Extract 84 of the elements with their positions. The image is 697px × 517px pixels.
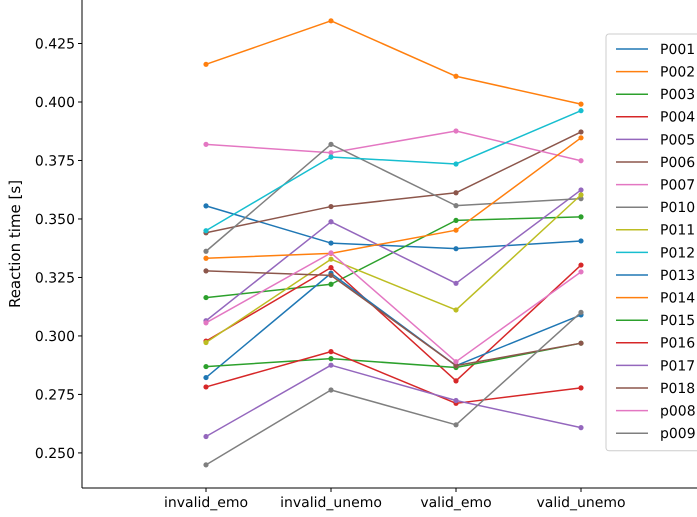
point	[578, 129, 584, 135]
legend-label: P012	[660, 245, 696, 262]
point	[453, 307, 459, 313]
point	[328, 240, 334, 246]
point	[453, 190, 459, 196]
point	[453, 228, 459, 233]
legend-label: P018	[660, 380, 696, 397]
point	[453, 422, 459, 428]
point	[578, 269, 584, 274]
point	[578, 102, 584, 107]
y-tick-label: 0.325	[34, 270, 75, 286]
y-tick-label: 0.275	[34, 387, 75, 404]
y-tick-label: 0.350	[34, 212, 75, 228]
legend-label: P005	[660, 132, 696, 148]
legend-label: P010	[660, 200, 696, 216]
point	[203, 434, 209, 440]
point	[578, 192, 584, 198]
point	[578, 310, 584, 315]
point	[453, 203, 459, 208]
point	[453, 128, 459, 134]
legend-label: P015	[660, 313, 696, 330]
point	[328, 387, 334, 393]
y-tick-label: 0.425	[34, 36, 75, 52]
point	[203, 142, 209, 147]
point	[453, 161, 459, 167]
point	[328, 204, 334, 210]
point	[203, 268, 209, 274]
point	[328, 219, 334, 224]
point	[203, 203, 209, 208]
point	[578, 425, 584, 430]
point	[328, 265, 334, 270]
point	[328, 154, 334, 160]
point	[453, 398, 459, 404]
x-tick-label: invalid_emo	[164, 495, 248, 511]
point	[328, 349, 334, 354]
point	[578, 385, 584, 390]
x-tick-label: invalid_unemo	[280, 495, 382, 511]
point	[203, 62, 209, 67]
point	[203, 462, 209, 468]
point	[328, 256, 334, 262]
legend-label: P014	[660, 290, 696, 306]
legend-label: P007	[660, 178, 696, 194]
legend-label: P006	[660, 154, 696, 171]
point	[578, 262, 584, 268]
point	[453, 359, 459, 364]
point	[328, 142, 334, 147]
y-tick-label: 0.375	[34, 153, 75, 170]
point	[328, 362, 334, 368]
x-tick-label: valid_emo	[420, 495, 492, 511]
legend-label: p009	[660, 426, 696, 442]
point	[453, 74, 459, 79]
y-axis-title: Reaction time [s]	[6, 180, 24, 308]
y-tick-label: 0.400	[34, 94, 75, 111]
point	[578, 135, 584, 140]
point	[578, 238, 584, 244]
point	[203, 364, 209, 370]
legend-label: p008	[660, 404, 696, 420]
y-tick-label: 0.300	[34, 328, 75, 345]
x-tick-label: valid_unemo	[536, 495, 626, 511]
legend-label: P002	[660, 64, 696, 80]
legend-label: P003	[660, 87, 696, 104]
point	[328, 356, 334, 362]
point	[203, 374, 209, 380]
point	[578, 187, 584, 193]
legend-label: P001	[660, 42, 696, 58]
legend-label: P013	[660, 268, 696, 284]
point	[328, 282, 334, 287]
point	[453, 246, 459, 252]
point	[203, 384, 209, 390]
point	[203, 256, 209, 261]
point	[203, 294, 209, 300]
point	[578, 214, 584, 220]
point	[453, 378, 459, 384]
point	[203, 248, 209, 254]
point	[328, 18, 334, 24]
legend-label: P017	[660, 358, 696, 374]
point	[453, 280, 459, 286]
y-tick-label: 0.250	[34, 446, 75, 462]
legend-label: P011	[660, 222, 696, 239]
point	[453, 218, 459, 223]
legend-label: P004	[660, 110, 696, 126]
point	[578, 158, 584, 164]
point	[578, 108, 584, 114]
legend-label: P016	[660, 336, 696, 352]
